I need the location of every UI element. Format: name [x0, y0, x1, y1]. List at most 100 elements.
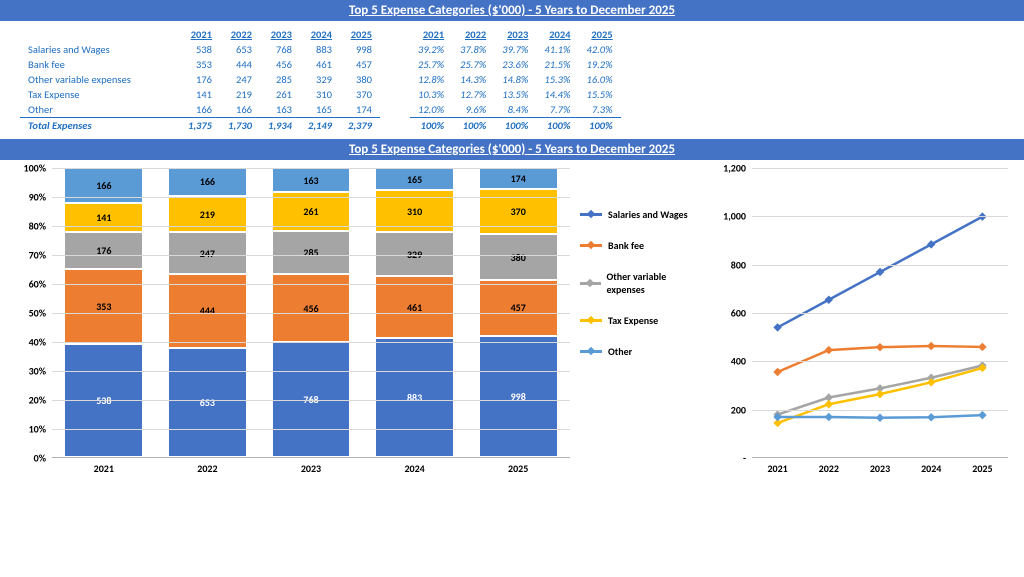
cell: 2,149 [300, 118, 340, 134]
cell: 444 [220, 57, 260, 72]
x-label: 2022 [803, 462, 854, 475]
legend-label: Tax Expense [608, 314, 658, 327]
x-label: 2024 [906, 462, 957, 475]
cell: 13.5% [494, 87, 536, 102]
x-label: 2025 [466, 462, 570, 475]
row-label: Total Expenses [20, 118, 180, 134]
table-row: 12.8%14.3%14.8%15.3%16.0% [410, 72, 621, 87]
legend-swatch [580, 244, 602, 247]
cell: 141 [180, 87, 220, 102]
y-tick: 70% [10, 249, 46, 262]
bar-segment: 653 [168, 348, 247, 457]
legend-swatch [580, 319, 602, 322]
bar-segment: 998 [479, 336, 558, 457]
line-marker [773, 368, 781, 376]
cell: 42.0% [579, 42, 621, 57]
percent-table: 20212022202320242025 39.2%37.8%39.7%41.1… [410, 27, 621, 133]
line-marker [876, 390, 884, 398]
line-marker [876, 414, 884, 422]
y-tick: 200 [710, 403, 746, 416]
col-header: 2021 [180, 27, 220, 42]
cell: 100% [579, 118, 621, 134]
charts-title-bar: Top 5 Expense Categories ($'000) - 5 Yea… [0, 139, 1024, 160]
cell: 12.7% [452, 87, 494, 102]
cell: 16.0% [579, 72, 621, 87]
col-header: 2025 [340, 27, 380, 42]
table-row: Other variable expenses176247285329380 [20, 72, 380, 87]
x-label: 2024 [363, 462, 467, 475]
bar-segment: 141 [64, 203, 143, 233]
y-tick: 60% [10, 278, 46, 291]
x-label: 2021 [752, 462, 803, 475]
y-tick: 600 [710, 307, 746, 320]
bar-segment: 380 [479, 234, 558, 280]
legend-swatch [580, 213, 602, 216]
cell: 1,375 [180, 118, 220, 134]
chart-legend: Salaries and Wages Bank fee Other variable… [580, 168, 700, 498]
y-tick: 100% [10, 162, 46, 175]
cell: 14.4% [536, 87, 578, 102]
cell: 7.3% [579, 102, 621, 118]
cell: 456 [260, 57, 300, 72]
cell: 768 [260, 42, 300, 57]
cell: 7.7% [536, 102, 578, 118]
y-tick: 0% [10, 452, 46, 465]
line-marker [978, 411, 986, 419]
cell: 100% [452, 118, 494, 134]
legend-swatch [580, 350, 602, 353]
values-table: 20212022202320242025 Salaries and Wages5… [20, 27, 380, 133]
bar-segment: 163 [272, 168, 351, 192]
bar-segment: 165 [375, 168, 454, 190]
x-label: 2025 [957, 462, 1008, 475]
bar-segment: 329 [375, 232, 454, 276]
row-label: Other [20, 102, 180, 118]
cell: 998 [340, 42, 380, 57]
table-row: 12.0%9.6%8.4%7.7%7.3% [410, 102, 621, 118]
line-marker [825, 346, 833, 354]
table-row: 25.7%25.7%23.6%21.5%19.2% [410, 57, 621, 72]
cell: 15.3% [536, 72, 578, 87]
table-title-bar: Top 5 Expense Categories ($'000) - 5 Yea… [0, 0, 1024, 21]
cell: 100% [410, 118, 452, 134]
cell: 883 [300, 42, 340, 57]
bar-segment: 166 [168, 168, 247, 196]
cell: 457 [340, 57, 380, 72]
cell: 1,730 [220, 118, 260, 134]
y-tick: 90% [10, 191, 46, 204]
cell: 165 [300, 102, 340, 118]
cell: 8.4% [494, 102, 536, 118]
cell: 163 [260, 102, 300, 118]
x-label: 2023 [854, 462, 905, 475]
legend-item: Other [580, 345, 700, 358]
cell: 285 [260, 72, 300, 87]
line-marker [927, 342, 935, 350]
cell: 380 [340, 72, 380, 87]
legend-label: Salaries and Wages [608, 208, 688, 221]
cell: 653 [220, 42, 260, 57]
cell: 41.1% [536, 42, 578, 57]
y-tick: 800 [710, 258, 746, 271]
y-tick: 50% [10, 307, 46, 320]
legend-item: Salaries and Wages [580, 208, 700, 221]
cell: 166 [180, 102, 220, 118]
legend-swatch [580, 282, 601, 285]
line-marker [825, 400, 833, 408]
bar-segment: 176 [64, 232, 143, 269]
col-header: 2022 [452, 27, 494, 42]
legend-label: Other [608, 345, 632, 358]
cell: 19.2% [579, 57, 621, 72]
legend-label: Bank fee [608, 239, 644, 252]
cell: 14.8% [494, 72, 536, 87]
cell: 9.6% [452, 102, 494, 118]
cell: 100% [494, 118, 536, 134]
cell: 166 [220, 102, 260, 118]
table-row: Salaries and Wages538653768883998 [20, 42, 380, 57]
legend-item: Other variable expenses [580, 270, 700, 296]
cell: 39.2% [410, 42, 452, 57]
cell: 174 [340, 102, 380, 118]
table-row: Tax Expense141219261310370 [20, 87, 380, 102]
col-header: 2022 [220, 27, 260, 42]
cell: 461 [300, 57, 340, 72]
stacked-bar-chart: 0%10%20%30%40%50%60%70%80%90%100% 538353… [10, 168, 570, 498]
y-tick: 20% [10, 394, 46, 407]
